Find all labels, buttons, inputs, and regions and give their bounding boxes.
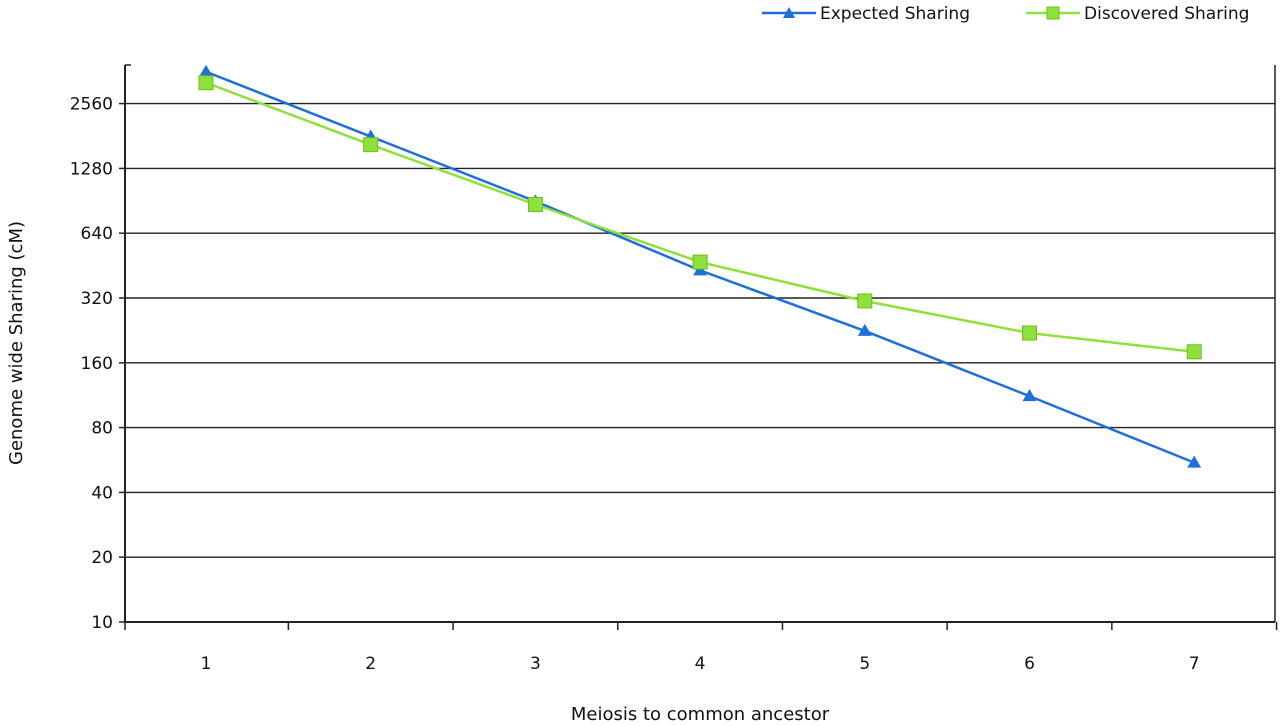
x-tick-label: 2 <box>365 654 376 674</box>
data-point-expected <box>199 64 213 77</box>
x-tick-label: 4 <box>695 654 706 674</box>
data-point-discovered <box>198 75 214 91</box>
legend-swatch-discovered-marker <box>1046 6 1060 20</box>
axes <box>124 65 1276 623</box>
series <box>198 64 1202 468</box>
x-tick-label: 7 <box>1189 654 1200 674</box>
legend-label-discovered: Discovered Sharing <box>1084 4 1249 24</box>
data-point-expected <box>857 323 872 336</box>
x-tick-label: 6 <box>1024 654 1035 674</box>
x-axis-title: Meiosis to common ancestor <box>571 704 830 725</box>
data-point-expected <box>1022 389 1037 402</box>
y-tick-label: 320 <box>81 289 113 309</box>
y-tick-labels: 10 20 40 80 160 320 640 1280 2560 <box>70 95 113 633</box>
legend-entry-discovered: Discovered Sharing <box>1026 4 1249 24</box>
y-tick-label: 160 <box>81 354 113 374</box>
data-point-discovered <box>857 293 873 309</box>
data-point-discovered <box>527 196 543 212</box>
legend-label-expected: Expected Sharing <box>820 4 970 24</box>
y-tick-label: 640 <box>81 224 113 244</box>
x-tick-label: 5 <box>859 654 870 674</box>
y-axis-title: Genome wide Sharing (cM) <box>6 221 27 465</box>
data-point-discovered <box>692 254 708 270</box>
y-tick-label: 2560 <box>70 95 113 115</box>
data-point-discovered <box>1022 325 1037 341</box>
x-tick-label: 1 <box>201 654 212 674</box>
y-tick-label: 1280 <box>70 159 113 179</box>
y-tick-label: 40 <box>91 483 113 503</box>
x-tick-label: 3 <box>530 654 541 674</box>
y-tick-label: 10 <box>91 613 113 633</box>
y-tick-label: 80 <box>91 419 113 439</box>
data-point-expected <box>1187 455 1202 468</box>
series-line <box>205 81 1195 354</box>
grid-lines <box>119 64 1278 630</box>
data-point-discovered <box>363 137 379 153</box>
legend-swatch-expected-marker <box>783 7 795 18</box>
x-tick-labels: 1 2 3 4 5 6 7 <box>201 654 1200 674</box>
legend-entry-expected: Expected Sharing <box>762 4 970 24</box>
series-discovered-sharing <box>198 75 1202 360</box>
legend: Expected Sharing Discovered Sharing <box>762 4 1249 24</box>
y-tick-label: 20 <box>91 548 113 568</box>
data-point-discovered <box>1186 344 1202 360</box>
